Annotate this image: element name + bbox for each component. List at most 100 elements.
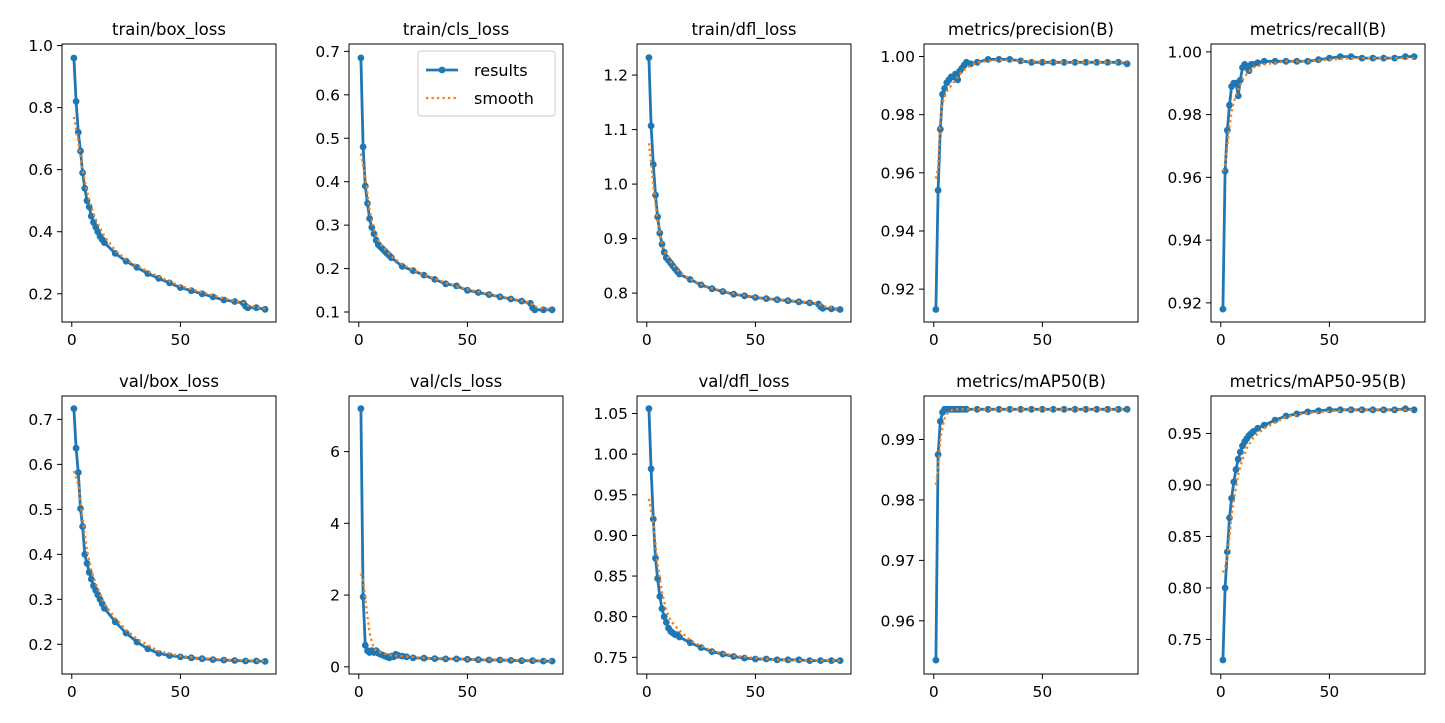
smooth-line	[934, 408, 1128, 485]
results-point	[1254, 59, 1262, 67]
results-line	[934, 407, 1128, 661]
results-point	[357, 54, 365, 62]
results-point	[1282, 412, 1290, 420]
y-tick-label: 0.6	[315, 86, 340, 104]
x-tick-label: 0	[642, 331, 652, 349]
subplot-title: metrics/mAP50-95(B)	[1230, 372, 1407, 391]
x-tick-label: 50	[746, 683, 766, 701]
results-point	[1380, 54, 1388, 62]
results-point	[1226, 101, 1233, 109]
y-tick-label: 0.5	[28, 501, 53, 519]
smooth-line	[647, 498, 841, 662]
y-tick-label: 0.8	[603, 285, 628, 303]
smooth-line	[72, 116, 266, 310]
legend-box	[417, 50, 556, 117]
y-tick-label: 1.0	[28, 37, 53, 55]
smooth-line	[1221, 408, 1415, 573]
x-tick-label: 50	[1033, 683, 1053, 701]
results-point	[645, 54, 653, 61]
axes-frame	[1210, 43, 1426, 323]
results-point	[645, 405, 653, 412]
x-tick-label: 0	[67, 683, 77, 701]
subplot-title: metrics/recall(B)	[1250, 20, 1386, 39]
results-point	[662, 619, 670, 626]
results-point	[932, 656, 940, 664]
results-point	[81, 184, 89, 192]
y-tick-label: 1.00	[880, 48, 915, 66]
results-point	[795, 656, 803, 664]
y-tick-label: 0.3	[315, 217, 340, 235]
results-line	[934, 58, 1128, 310]
subplot: metrics/precision(B) 0.92 0.94 0.96 0.98 1.00…	[880, 20, 1139, 349]
results-point	[1093, 58, 1101, 66]
results-point	[1071, 405, 1079, 413]
results-point	[1093, 405, 1101, 413]
results-point	[166, 652, 173, 659]
plot-area	[645, 54, 844, 313]
plot-area	[645, 405, 844, 664]
x-tick-label: 50	[1033, 331, 1053, 349]
y-tick-label: 2	[330, 587, 340, 605]
results-point	[1049, 58, 1057, 66]
results-point	[1391, 54, 1398, 62]
results-point	[1232, 466, 1240, 473]
y-tick-label: 1.00	[1167, 43, 1202, 61]
results-point	[741, 654, 748, 662]
results-line	[72, 408, 266, 663]
results-point	[1219, 305, 1227, 313]
x-tick-label: 50	[746, 331, 766, 349]
plot-area	[1219, 405, 1418, 664]
plot-area	[932, 405, 1131, 664]
results-point	[1234, 455, 1242, 463]
results-point	[936, 418, 944, 425]
y-tick-label: 0.7	[28, 411, 53, 429]
results-point	[74, 469, 82, 476]
y-tick-label: 0.4	[315, 173, 340, 191]
smooth-line	[72, 470, 266, 663]
y-tick-label: 1.05	[593, 405, 628, 423]
results-point	[72, 98, 80, 105]
y-tick-label: 0.6	[28, 456, 53, 474]
axes-frame	[923, 43, 1139, 323]
subplot-title: val/cls_loss	[410, 372, 502, 392]
results-point	[548, 306, 556, 314]
results-point	[244, 304, 252, 312]
legend-smooth-label: smooth	[474, 89, 534, 108]
x-tick-label: 0	[354, 331, 364, 349]
smooth-line	[647, 143, 841, 311]
y-tick-label: 0	[330, 658, 340, 676]
results-point	[83, 559, 91, 567]
results-point	[963, 405, 970, 413]
subplot-title: val/dfl_loss	[698, 372, 789, 392]
subplot-title: train/box_loss	[112, 20, 226, 40]
results-point	[1236, 448, 1244, 456]
y-tick-label: 0.98	[880, 106, 915, 124]
results-point	[1304, 408, 1312, 416]
results-line	[647, 408, 841, 662]
y-tick-label: 0.92	[880, 281, 915, 299]
results-point	[1115, 58, 1122, 66]
x-tick-label: 0	[1216, 683, 1226, 701]
results-point	[431, 276, 439, 283]
x-tick-label: 0	[642, 683, 652, 701]
y-tick-label: 0.2	[315, 260, 340, 278]
results-point	[656, 593, 664, 600]
plot-area	[70, 54, 269, 313]
results-point	[398, 263, 406, 270]
results-point	[656, 229, 664, 237]
legend: results smooth	[417, 50, 556, 117]
results-point	[101, 239, 108, 247]
y-tick-label: 0.5	[315, 130, 340, 148]
results-line	[72, 57, 266, 311]
results-point	[1254, 424, 1262, 432]
results-point	[686, 276, 694, 283]
subplot-title: train/dfl_loss	[692, 20, 797, 40]
results-point	[1060, 405, 1068, 413]
results-point	[548, 657, 556, 665]
results-point	[806, 657, 814, 664]
results-point	[984, 405, 992, 413]
y-tick-label: 0.85	[593, 568, 628, 586]
results-point	[1049, 405, 1057, 413]
results-point	[973, 405, 981, 413]
axes-frame	[1210, 395, 1426, 675]
